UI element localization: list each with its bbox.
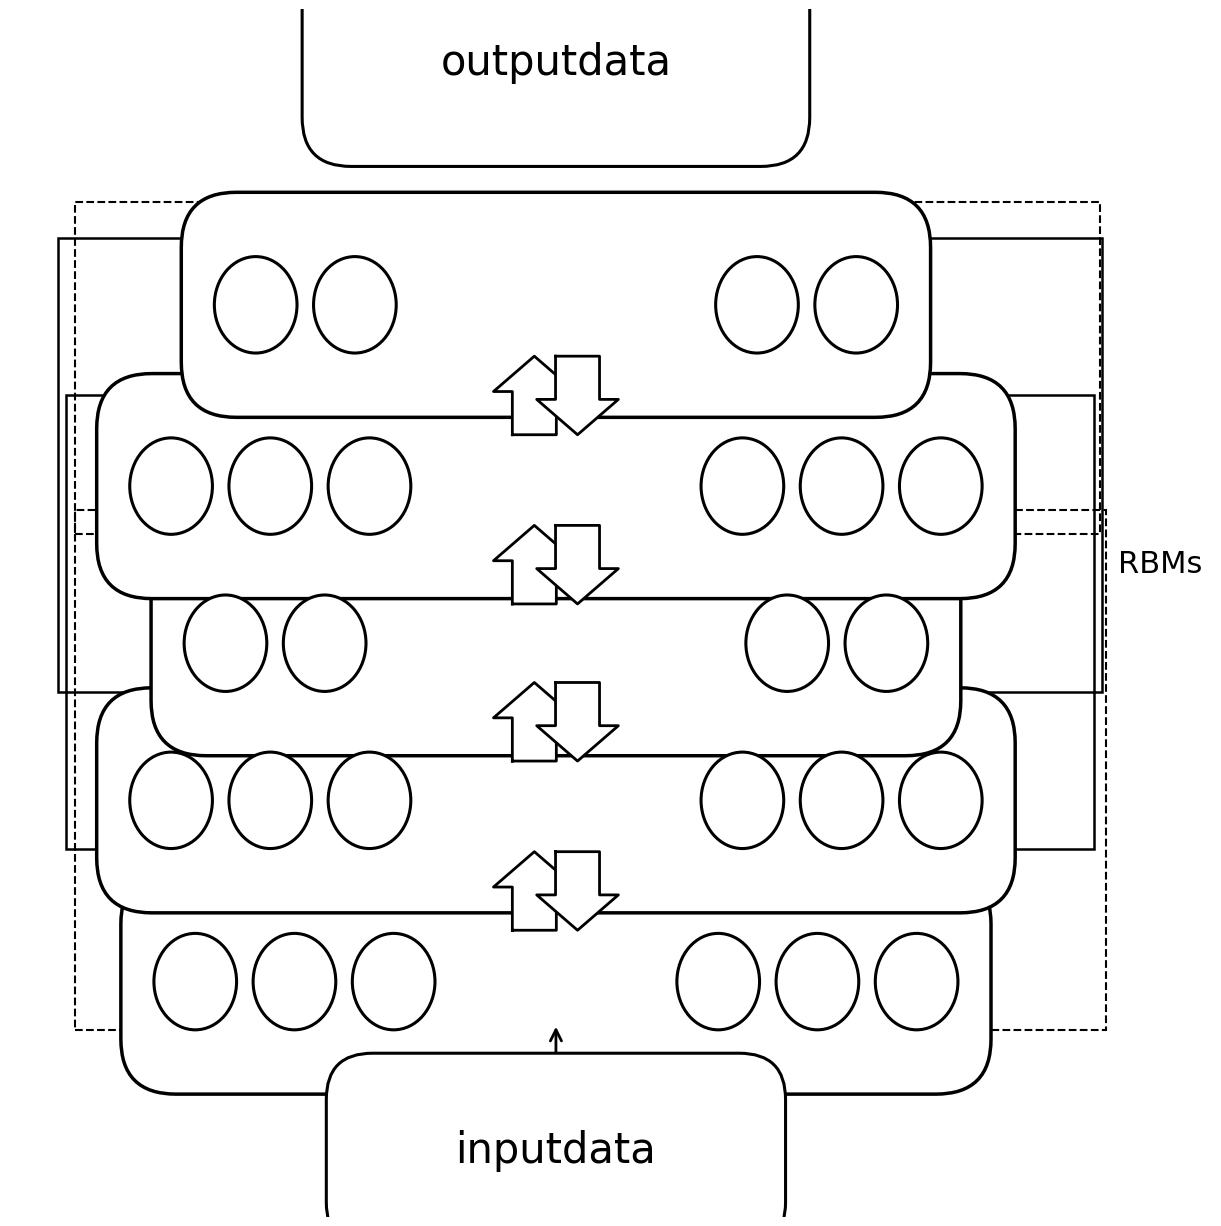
Ellipse shape: [845, 595, 928, 691]
Ellipse shape: [900, 752, 982, 848]
Ellipse shape: [716, 256, 799, 353]
Ellipse shape: [746, 595, 829, 691]
Ellipse shape: [253, 933, 336, 1030]
Polygon shape: [493, 852, 575, 931]
Ellipse shape: [314, 256, 396, 353]
Ellipse shape: [184, 595, 267, 691]
Ellipse shape: [800, 752, 883, 848]
Bar: [74, 510, 1106, 1030]
Ellipse shape: [676, 933, 759, 1030]
Polygon shape: [537, 357, 618, 435]
Ellipse shape: [129, 438, 212, 535]
Bar: [59, 238, 1103, 691]
Polygon shape: [493, 357, 575, 435]
Ellipse shape: [154, 933, 237, 1030]
Polygon shape: [537, 526, 618, 604]
Ellipse shape: [230, 438, 311, 535]
Ellipse shape: [814, 256, 897, 353]
Ellipse shape: [215, 256, 297, 353]
Ellipse shape: [230, 752, 311, 848]
Ellipse shape: [353, 933, 435, 1030]
Ellipse shape: [777, 933, 858, 1030]
Ellipse shape: [701, 752, 784, 848]
Polygon shape: [537, 683, 618, 761]
Ellipse shape: [800, 438, 883, 535]
Text: outputdata: outputdata: [441, 42, 672, 85]
Bar: [66, 396, 1094, 848]
Polygon shape: [537, 852, 618, 931]
FancyBboxPatch shape: [151, 531, 961, 755]
FancyBboxPatch shape: [181, 192, 930, 417]
Ellipse shape: [328, 438, 410, 535]
FancyBboxPatch shape: [96, 688, 1015, 913]
FancyBboxPatch shape: [121, 869, 991, 1094]
Ellipse shape: [283, 595, 366, 691]
Text: RBMs: RBMs: [1118, 550, 1203, 579]
FancyBboxPatch shape: [326, 1053, 785, 1226]
FancyBboxPatch shape: [96, 374, 1015, 598]
Text: inputdata: inputdata: [455, 1130, 657, 1172]
Polygon shape: [493, 526, 575, 604]
Ellipse shape: [129, 752, 212, 848]
Ellipse shape: [900, 438, 982, 535]
Ellipse shape: [328, 752, 410, 848]
Bar: [74, 202, 1100, 535]
FancyBboxPatch shape: [302, 0, 810, 167]
Ellipse shape: [875, 933, 958, 1030]
Ellipse shape: [701, 438, 784, 535]
Polygon shape: [493, 683, 575, 761]
